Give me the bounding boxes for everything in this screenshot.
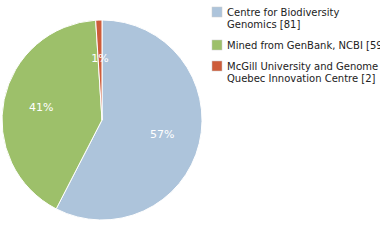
legend-swatch bbox=[212, 7, 222, 17]
data-labels: 57% 41% 1% bbox=[29, 52, 174, 142]
chart-container: 57% 41% 1% Centre for BiodiversityGenomics … bbox=[0, 0, 380, 240]
data-label: 1% bbox=[91, 52, 108, 65]
legend-label: Mined from GenBank, NCBI [59] bbox=[227, 40, 380, 51]
pie-slice bbox=[96, 20, 102, 120]
data-label: 41% bbox=[29, 101, 53, 114]
legend-label: McGill University and GenomeQuebec Innov… bbox=[227, 61, 378, 84]
chart: 57% 41% 1% Centre for BiodiversityGenomics … bbox=[0, 0, 380, 240]
legend: Centre for BiodiversityGenomics [81] Mine… bbox=[212, 7, 380, 84]
data-label: 57% bbox=[150, 128, 174, 141]
legend-swatch bbox=[212, 40, 222, 50]
legend-label: Centre for BiodiversityGenomics [81] bbox=[227, 7, 340, 30]
legend-swatch bbox=[212, 61, 222, 71]
pie-slices bbox=[2, 20, 202, 220]
pie-slice bbox=[2, 20, 102, 209]
